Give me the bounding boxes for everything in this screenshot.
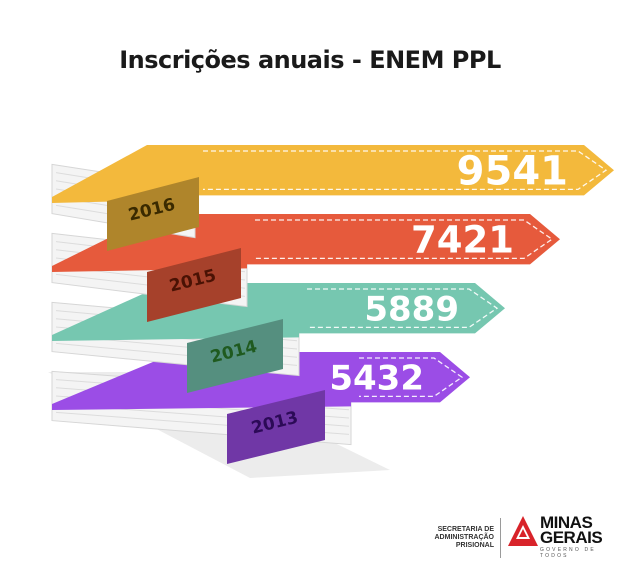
spine-2016 — [107, 177, 199, 251]
logo-line-2: GERAIS — [540, 528, 603, 547]
footer-divider — [500, 518, 501, 558]
value-label-2015: 7421 — [411, 219, 514, 262]
chart-title: Inscrições anuais - ENEM PPL — [119, 46, 501, 74]
footer-logos: SECRETARIA DE ADMINISTRAÇÃO PRISIONAL MI… — [380, 512, 610, 564]
stitch-line — [255, 219, 554, 260]
value-label-2014: 5889 — [364, 289, 459, 329]
spine-2013 — [227, 390, 325, 464]
spine-2015 — [147, 248, 241, 322]
spine-2014 — [187, 319, 283, 393]
minas-gerais-wordmark: MINAS GERAIS — [540, 513, 603, 547]
logo-line-1: MINAS — [540, 513, 593, 532]
value-label-2016: 9541 — [457, 149, 568, 195]
secretaria-label: SECRETARIA DE ADMINISTRAÇÃO PRISIONAL — [434, 526, 495, 549]
stitch-line — [359, 357, 464, 398]
stitch-line — [307, 288, 499, 329]
value-label-2013: 5432 — [329, 358, 424, 398]
logo-tagline: GOVERNO DE TODOS — [540, 547, 596, 559]
stitch-line — [203, 150, 608, 191]
bar-2013 — [52, 352, 470, 410]
minas-gerais-triangle-icon — [508, 516, 538, 546]
